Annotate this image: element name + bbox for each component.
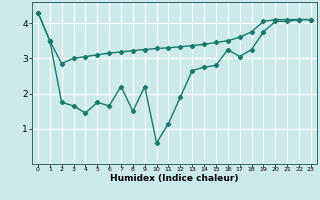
X-axis label: Humidex (Indice chaleur): Humidex (Indice chaleur) xyxy=(110,174,239,183)
